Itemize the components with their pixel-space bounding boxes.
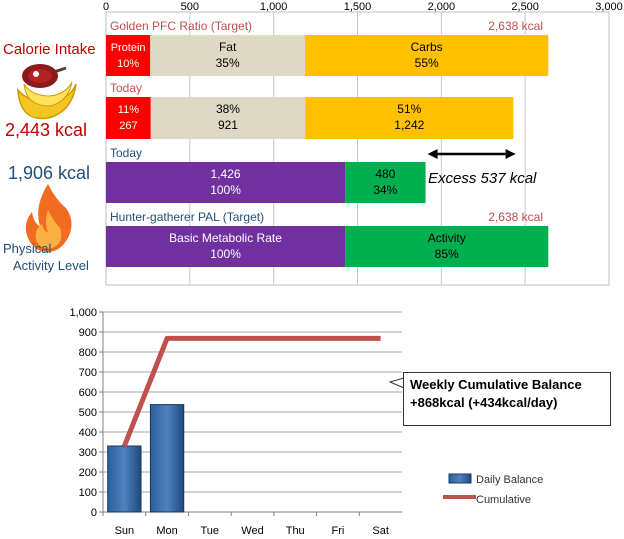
segment-label: 100% (210, 247, 241, 261)
segment-label: 1,242 (394, 118, 424, 132)
x-tick-label: Fri (332, 525, 345, 537)
segment-protein (106, 97, 151, 139)
segment-label: Carbs (411, 40, 443, 54)
x-tick-label: Thu (286, 525, 305, 537)
calorie-intake-value: 2,443 kcal (5, 120, 88, 140)
x-tick-label: Tue (201, 525, 220, 537)
segment-basic-metabolic-rate (106, 162, 346, 203)
legend-line-label: Cumulative (476, 494, 531, 506)
row-header-total: 2,638 kcal (488, 19, 543, 33)
segment-fat (150, 35, 306, 76)
y-tick-label: 700 (79, 367, 97, 379)
top-axis-tick: 0 (103, 1, 109, 13)
row-header-total: 2,638 kcal (488, 210, 543, 224)
cumulative-callout: Weekly Cumulative Balance +868kcal (+434… (403, 372, 611, 426)
segment-label: 38% (216, 102, 240, 116)
top-axis-tick: 2,500 (511, 1, 539, 13)
segment-label: 51% (397, 102, 421, 116)
legend-bar-label: Daily Balance (476, 474, 543, 486)
top-axis-ticks: 0 500 1,000 1,500 2,000 2,500 3,000 (103, 1, 623, 13)
calorie-intake-label: Calorie Intake (3, 41, 96, 58)
segment-label: Fat (219, 40, 237, 54)
top-axis-tick: 1,500 (344, 1, 372, 13)
callout-line1: Weekly Cumulative Balance (410, 377, 582, 392)
segment-label: 100% (210, 183, 241, 197)
segment-label: 35% (216, 56, 240, 70)
pal-label-line1: Physical (3, 241, 52, 256)
callout-line2: +868kcal (+434kcal/day) (410, 395, 558, 410)
segment-label: 34% (373, 183, 397, 197)
top-axis-tick: 500 (181, 1, 199, 13)
y-tick-label: 0 (91, 507, 97, 519)
segment-label: 55% (415, 56, 439, 70)
pal-label-line2: Activity Level (13, 258, 89, 273)
segment-carbs (305, 97, 514, 139)
y-tick-label: 800 (79, 347, 97, 359)
row-header: Hunter-gatherer PAL (Target) (110, 210, 264, 224)
segment-label: 11% (118, 104, 139, 116)
y-tick-label: 600 (79, 387, 97, 399)
row-header: Today (110, 81, 142, 95)
top-axis-tick: 3,000 (595, 1, 623, 13)
x-tick-label: Mon (156, 525, 177, 537)
y-tick-label: 200 (79, 467, 97, 479)
legend-bar-swatch (448, 473, 472, 484)
x-tick-label: Wed (241, 525, 263, 537)
segment-carbs (305, 35, 549, 76)
excess-label: Excess 537 kcal (428, 170, 537, 187)
bar-mon (149, 404, 185, 513)
row-header: Golden PFC Ratio (Target) (110, 19, 252, 33)
top-axis-tick: 1,000 (260, 1, 288, 13)
segment-label: 10% (117, 58, 139, 70)
segment-label: 85% (435, 247, 459, 261)
x-tick-label: Sat (372, 525, 389, 537)
top-bar-rows: Golden PFC Ratio (Target) 2,638 kcal Prote… (106, 19, 549, 267)
excess-arrow: Excess 537 kcal (427, 149, 537, 187)
segment-label: Basic Metabolic Rate (169, 231, 282, 245)
segment-label: Protein (111, 42, 146, 54)
segment-label: 921 (218, 118, 238, 132)
meat-banana-icon (17, 64, 77, 120)
energy-balance-chart: 0 500 1,000 1,500 2,000 2,500 3,000 Golden PFC… (103, 1, 623, 286)
pal-value: 1,906 kcal (8, 163, 91, 183)
x-tick-label: Sun (115, 525, 135, 537)
segment-activity (345, 226, 549, 267)
y-tick-label: 100 (79, 487, 97, 499)
segment-fat (150, 97, 306, 139)
segment-label: 480 (375, 167, 395, 181)
flame-icon (25, 184, 72, 252)
daily-balance-bars (107, 404, 185, 513)
y-tick-label: 300 (79, 447, 97, 459)
cumulative-line (122, 335, 381, 447)
segment-basic-metabolic-rate (106, 226, 346, 267)
y-tick-label: 900 (79, 327, 97, 339)
cumulative-polyline (122, 335, 381, 447)
segment-label: 267 (119, 120, 137, 132)
legend: Daily Balance Cumulative (443, 473, 543, 506)
row-header: Today (110, 146, 142, 160)
top-axis-tick: 2,000 (428, 1, 456, 13)
segment-label: Activity (428, 231, 466, 245)
excess-arrow-head-left (427, 149, 438, 159)
y-tick-label: 500 (79, 407, 97, 419)
segment-label: 1,426 (211, 167, 241, 181)
excess-arrow-head-right (505, 149, 516, 159)
segment-activity (345, 162, 426, 203)
y-tick-label: 1,000 (69, 307, 97, 319)
segment-protein (106, 35, 151, 76)
y-tick-label: 400 (79, 427, 97, 439)
bar-sun (107, 445, 142, 513)
